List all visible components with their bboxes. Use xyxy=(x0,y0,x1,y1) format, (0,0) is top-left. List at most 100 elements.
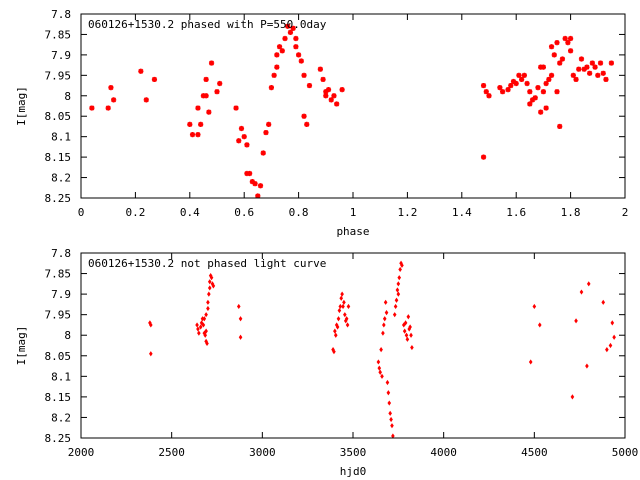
data-point xyxy=(600,70,606,76)
data-point xyxy=(260,150,266,156)
x-tick-label: 3000 xyxy=(249,446,276,459)
data-point xyxy=(505,87,511,93)
data-point xyxy=(257,183,264,189)
data-point xyxy=(408,324,412,330)
data-point xyxy=(559,56,566,62)
data-point xyxy=(389,416,393,423)
data-point xyxy=(306,82,313,89)
data-point xyxy=(383,299,388,305)
data-point xyxy=(255,193,261,199)
x-tick-label: 2 xyxy=(622,206,629,219)
data-point xyxy=(587,70,593,76)
data-point xyxy=(376,359,381,365)
data-point xyxy=(214,89,220,95)
y-tick-label: 8 xyxy=(64,90,71,103)
data-point xyxy=(529,97,536,103)
data-point xyxy=(396,281,401,287)
data-point xyxy=(328,97,334,103)
y-tick-label: 7.9 xyxy=(51,288,71,301)
data-point xyxy=(200,93,206,99)
phased-x-axis-label: phase xyxy=(336,225,369,238)
data-point xyxy=(385,379,390,386)
x-tick-label: 4000 xyxy=(430,446,457,459)
data-point xyxy=(211,283,216,289)
y-tick-label: 8 xyxy=(64,329,71,342)
data-point xyxy=(331,93,337,99)
data-point xyxy=(601,299,606,305)
data-point xyxy=(546,76,552,83)
phased-light-curve-panel: 0 0.2 0.4 0.6 0.8 1 1.2 1.4 1.6 1.8 2 7.8 7.85 7.9 7.9… xyxy=(15,8,628,238)
data-point xyxy=(108,85,114,91)
y-tick-label: 8.1 xyxy=(51,370,71,383)
data-point xyxy=(205,340,209,347)
x-tick-label: 1 xyxy=(350,206,357,219)
data-point xyxy=(576,66,582,72)
data-point xyxy=(480,82,487,89)
data-point xyxy=(543,105,549,111)
data-point xyxy=(527,101,533,107)
data-point xyxy=(585,363,589,369)
data-point xyxy=(334,101,340,107)
data-point xyxy=(149,322,153,328)
data-point xyxy=(378,369,382,375)
raw-data-points xyxy=(148,260,616,439)
y-tick-label: 7.85 xyxy=(45,268,72,281)
data-point xyxy=(203,93,209,99)
data-point xyxy=(398,266,402,273)
data-point xyxy=(554,40,560,46)
data-point xyxy=(333,328,337,334)
data-point xyxy=(206,109,212,115)
x-tick-label: 1.2 xyxy=(397,206,417,219)
data-point xyxy=(339,87,345,93)
data-point xyxy=(206,305,210,312)
data-point xyxy=(238,316,243,322)
data-point xyxy=(380,373,384,379)
data-point xyxy=(301,113,307,119)
data-point xyxy=(379,347,383,353)
data-point xyxy=(345,322,350,328)
x-tick-label: 0.2 xyxy=(125,206,145,219)
data-point xyxy=(386,390,391,396)
data-point xyxy=(382,322,386,328)
data-point xyxy=(396,291,401,297)
data-point xyxy=(244,142,250,148)
data-point xyxy=(320,76,326,83)
data-point xyxy=(204,312,208,318)
data-point xyxy=(377,365,382,371)
data-point xyxy=(342,299,346,305)
data-point xyxy=(403,320,408,326)
data-point xyxy=(346,303,351,310)
data-point xyxy=(236,303,241,310)
data-point xyxy=(105,105,111,111)
data-point xyxy=(290,25,296,31)
data-point xyxy=(238,334,243,340)
raw-axis-ticks: 2000 2500 3000 3500 4000 4500 5000 7.8 7.85 7.9 7.… xyxy=(45,247,639,459)
data-point xyxy=(392,312,397,318)
data-point xyxy=(323,93,329,99)
data-point xyxy=(296,52,302,58)
data-point xyxy=(570,72,576,78)
data-point xyxy=(344,316,349,322)
data-point xyxy=(521,72,527,78)
data-point xyxy=(268,85,274,91)
data-point xyxy=(395,287,400,293)
data-point xyxy=(151,76,158,83)
phased-chart-title: 060126+1530.2 phased with P=550.0day xyxy=(88,18,327,31)
data-point xyxy=(586,281,591,287)
data-point xyxy=(610,320,615,326)
data-point xyxy=(197,330,201,336)
data-point xyxy=(557,123,563,130)
data-point xyxy=(516,72,522,78)
phased-data-points xyxy=(89,23,614,199)
data-point xyxy=(187,121,193,127)
data-point xyxy=(535,85,541,91)
data-point xyxy=(592,64,598,70)
data-point xyxy=(334,322,339,328)
data-point xyxy=(335,324,340,330)
data-point xyxy=(249,179,255,185)
x-tick-label: 0.6 xyxy=(234,206,254,219)
data-point xyxy=(263,129,269,136)
data-point xyxy=(208,60,215,66)
data-point xyxy=(537,322,542,328)
data-point xyxy=(390,423,394,429)
